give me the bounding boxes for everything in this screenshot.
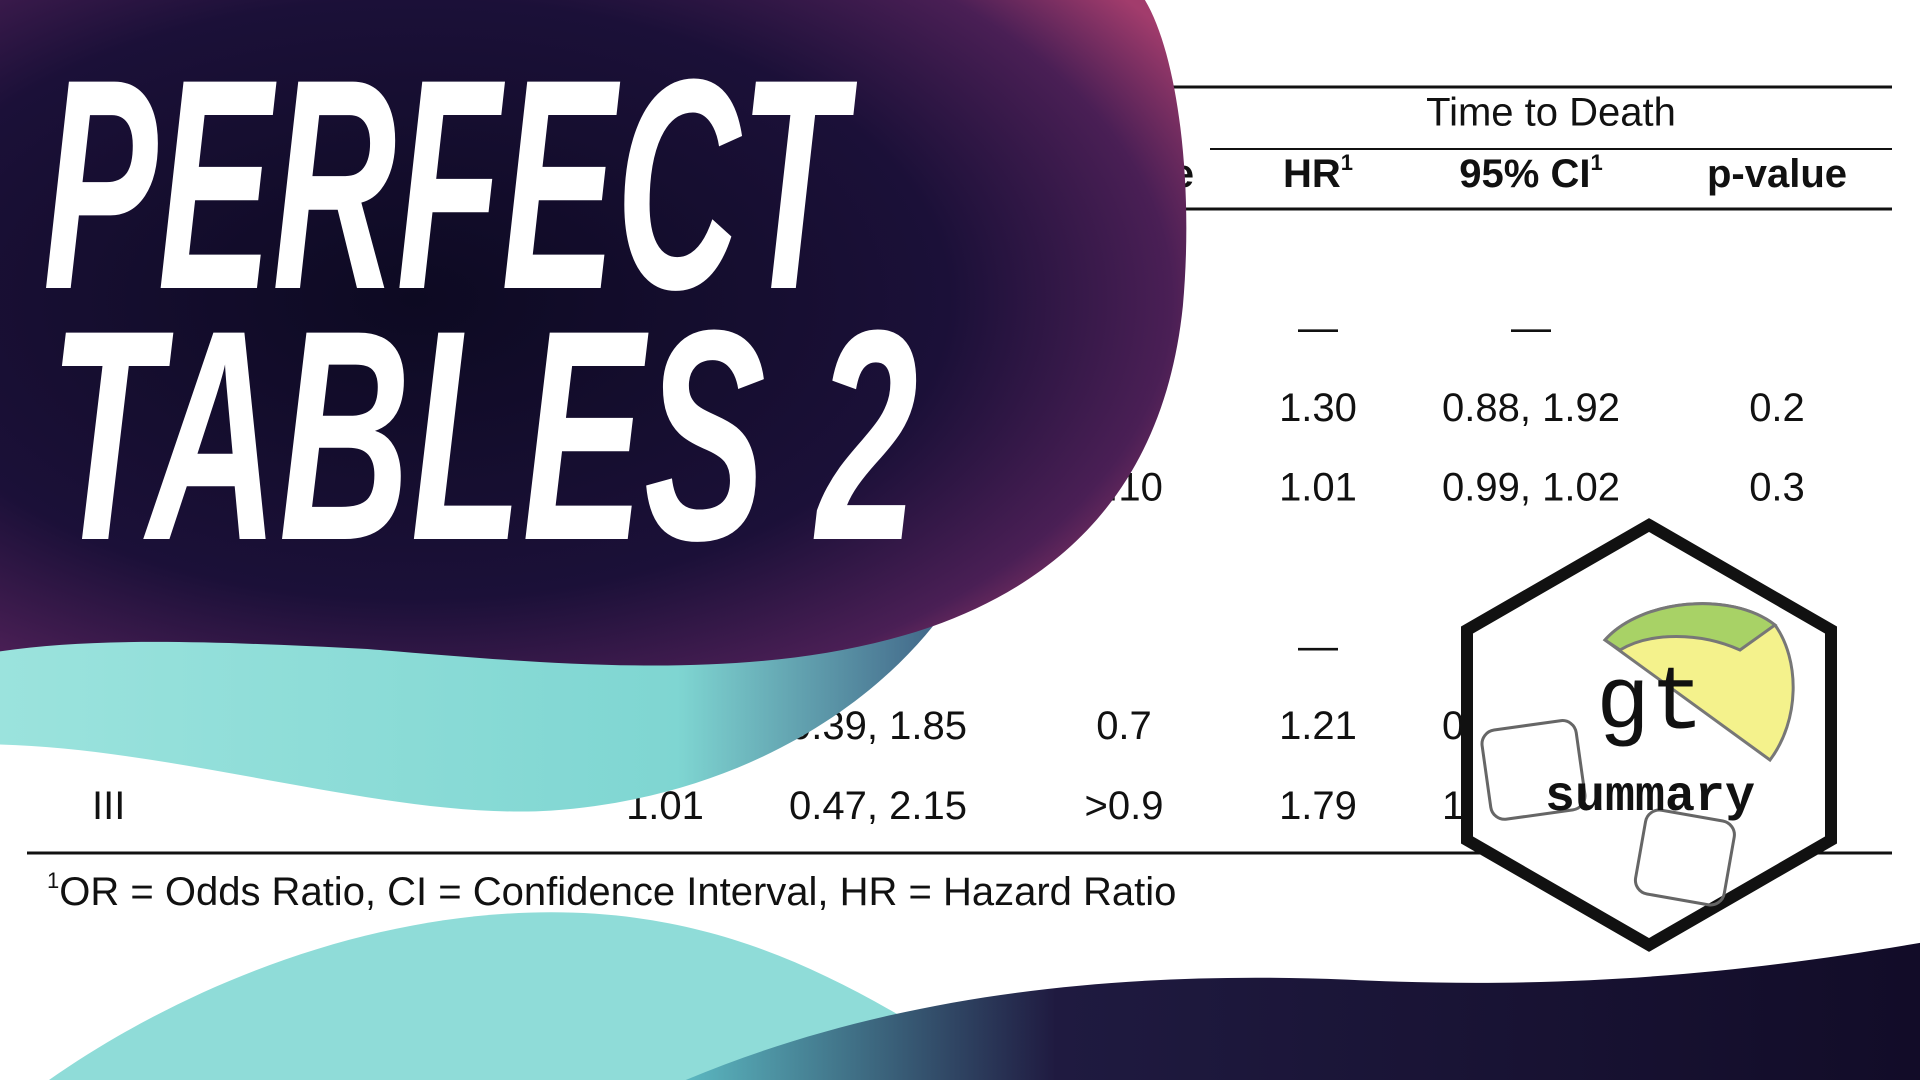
column-header: HR1 <box>1283 150 1353 196</box>
logo-text: summary <box>1545 769 1755 826</box>
table-cell: — <box>1511 306 1551 350</box>
table-cell: 1.30 <box>1279 386 1357 430</box>
table-cell: >0.9 <box>1085 784 1164 828</box>
table-cell: 0.7 <box>1096 704 1152 748</box>
spanner: Time to Death <box>1426 91 1676 135</box>
table-cell: 0.99, 1.02 <box>1442 465 1620 509</box>
logo-text: gt <box>1596 654 1704 756</box>
title-line: TABLES 2 <box>49 267 918 603</box>
column-header: p-value <box>1707 152 1847 196</box>
header-text: HR <box>1283 152 1341 196</box>
bottom-teal <box>48 912 1005 1080</box>
footnote-mark: 1 <box>47 868 59 893</box>
ice-cube <box>1480 719 1587 821</box>
table-cell: 0.47, 2.15 <box>789 784 967 828</box>
table-cell: — <box>1298 306 1338 350</box>
table-cell: 1.01 <box>1279 465 1357 509</box>
footnote-mark: 1 <box>1590 150 1602 175</box>
footnote: 1OR = Odds Ratio, CI = Confidence Interv… <box>47 868 1176 914</box>
table-cell: 1.79 <box>1279 784 1357 828</box>
ice-cube <box>1633 808 1736 907</box>
title-line: PERFECT <box>43 16 858 352</box>
table-cell: 0.88, 1.92 <box>1442 386 1620 430</box>
footnote-text: OR = Odds Ratio, CI = Confidence Interva… <box>59 870 1176 914</box>
footnote-mark: 1 <box>1341 150 1353 175</box>
gtsummary-logo: gt summary <box>1461 518 1837 952</box>
table-cell: — <box>1298 625 1338 669</box>
header-text: p-value <box>1707 152 1847 196</box>
column-header: 95% CI1 <box>1459 150 1602 196</box>
header-text: 95% CI <box>1459 152 1590 196</box>
lime-rind <box>1602 602 1778 652</box>
row-label: III <box>92 784 125 828</box>
table-cell: 0.2 <box>1749 386 1805 430</box>
title: PERFECT TABLES 2 <box>43 16 918 603</box>
table-cell: 1.21 <box>1279 704 1357 748</box>
table-cell: 0.3 <box>1749 465 1805 509</box>
dark-blob <box>0 0 1187 666</box>
bottom-dark <box>685 942 1920 1080</box>
